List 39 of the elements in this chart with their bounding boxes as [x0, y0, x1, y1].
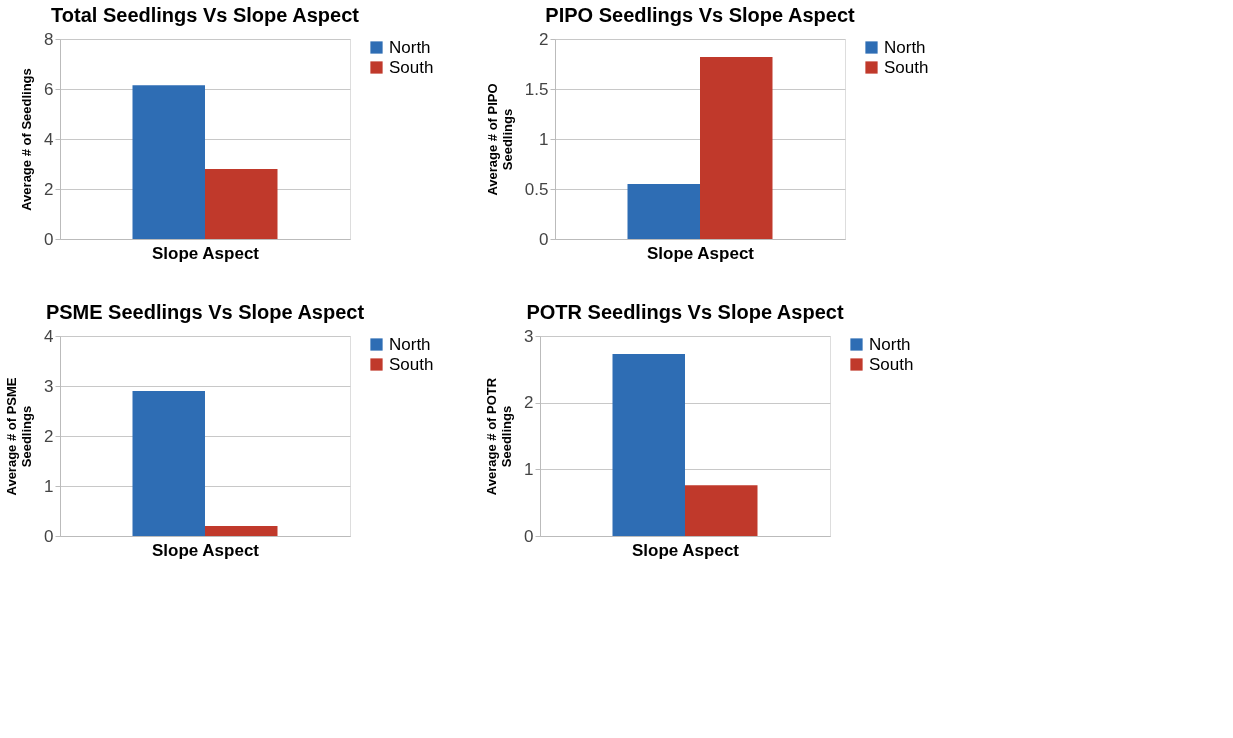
legend-label: North [389, 37, 431, 57]
y-tick-label: 1 [44, 476, 54, 496]
x-axis-title: Slope Aspect [646, 243, 755, 263]
y-tick-label: 6 [44, 79, 54, 99]
y-axis-title: Average # of Seedlings [19, 68, 35, 211]
y-tick-label: 1 [524, 459, 534, 479]
y-tick-label: 0 [44, 526, 54, 546]
y-tick-label: 2 [539, 29, 549, 49]
chart-title: PIPO Seedlings Vs Slope Aspect [545, 4, 856, 26]
y-tick-label: 1.5 [524, 79, 549, 99]
y-tick-label: 1 [539, 129, 549, 149]
chart-title: POTR Seedlings Vs Slope Aspect [526, 301, 844, 323]
legend-label: South [869, 354, 914, 374]
y-tick-label: 0 [539, 229, 549, 249]
chart-title: PSME Seedlings Vs Slope Aspect [45, 301, 365, 323]
legend-label: North [884, 37, 926, 57]
y-tick-label: 3 [44, 376, 54, 396]
y-tick-label: 4 [44, 129, 54, 149]
legend-label: South [389, 57, 434, 77]
y-axis-title: Average # of POTR Seedlings [484, 377, 515, 496]
x-axis-title: Slope Aspect [151, 243, 260, 263]
y-tick-label: 8 [44, 29, 54, 49]
legend-label: South [884, 57, 929, 77]
x-axis-title: Slope Aspect [631, 540, 740, 560]
y-axis-title: Average # of PIPO Seedlings [484, 83, 515, 196]
y-axis-title: Average # of PSME Seedlings [4, 377, 35, 496]
y-tick-label: 3 [524, 326, 534, 346]
y-tick-label: 2 [44, 426, 54, 446]
y-tick-label: 4 [44, 326, 54, 346]
y-tick-label: 2 [44, 179, 54, 199]
legend-label: South [389, 354, 434, 374]
y-tick-label: 0 [44, 229, 54, 249]
chart-title: Total Seedlings Vs Slope Aspect [51, 4, 360, 26]
x-axis-title: Slope Aspect [151, 540, 260, 560]
legend-label: North [869, 334, 911, 354]
legend-label: North [389, 334, 431, 354]
y-tick-label: 0.5 [524, 179, 549, 199]
y-tick-label: 2 [524, 393, 534, 413]
y-tick-label: 0 [524, 526, 534, 546]
